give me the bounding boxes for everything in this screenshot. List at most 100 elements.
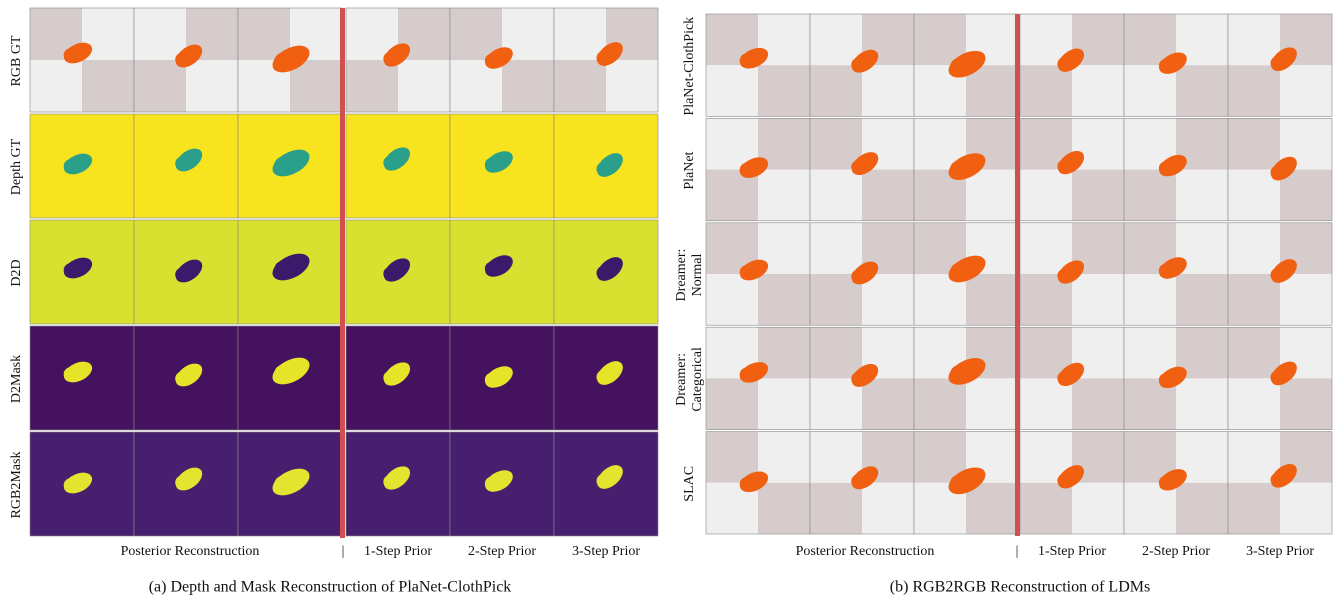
- image-cell: [450, 432, 554, 536]
- checker: [1176, 274, 1228, 325]
- image-cell: [810, 118, 914, 220]
- image-cell: [30, 114, 134, 218]
- image-cell: [134, 114, 238, 218]
- image-cell: [450, 326, 554, 430]
- image-cell: [238, 8, 342, 112]
- image-cell: [914, 118, 1018, 220]
- image-cell: [1228, 118, 1332, 220]
- checker: [1280, 274, 1332, 325]
- checker: [1280, 378, 1332, 429]
- column-label: 1-Step Prior: [364, 544, 432, 559]
- checker: [134, 60, 186, 112]
- checker: [706, 378, 758, 429]
- checker: [758, 170, 810, 221]
- checker: [862, 65, 914, 116]
- cloth: [597, 266, 612, 280]
- column-label: Posterior Reconstruction: [121, 544, 260, 559]
- checker: [1228, 14, 1280, 65]
- checker: [1020, 483, 1072, 534]
- image-cell: [346, 114, 450, 218]
- image-cell: [134, 326, 238, 430]
- image-cell: [554, 432, 658, 536]
- cloth: [1271, 473, 1286, 487]
- checker: [862, 170, 914, 221]
- checker: [758, 274, 810, 325]
- checker: [966, 483, 1018, 534]
- cloth: [1271, 268, 1286, 282]
- image-cell: [1020, 118, 1124, 220]
- checker: [1280, 65, 1332, 116]
- image-cell: [1124, 14, 1228, 116]
- checker: [862, 274, 914, 325]
- checker: [346, 60, 398, 112]
- image-cell: [914, 327, 1018, 429]
- checker: [1280, 170, 1332, 221]
- checker: [758, 378, 810, 429]
- checker: [1020, 170, 1072, 221]
- checker: [1176, 170, 1228, 221]
- image-cell: [346, 220, 450, 324]
- checker: [554, 8, 606, 60]
- image-cell: [810, 327, 914, 429]
- image-cell: [810, 14, 914, 116]
- checker: [1228, 483, 1280, 534]
- cloth: [1271, 56, 1286, 70]
- image-cell: [238, 432, 342, 536]
- image-cell: [238, 326, 342, 430]
- checker: [606, 60, 658, 112]
- checker: [1020, 65, 1072, 116]
- image-cell: [914, 14, 1018, 116]
- separator: [1015, 14, 1020, 536]
- cloth: [1271, 165, 1286, 179]
- image-cell: [238, 114, 342, 218]
- checker: [914, 378, 966, 429]
- image-cell: [30, 432, 134, 536]
- checker: [1072, 170, 1124, 221]
- row-label: RGB GT: [9, 35, 24, 86]
- cloth: [597, 162, 612, 176]
- image-cell: [1228, 327, 1332, 429]
- checker: [1228, 274, 1280, 325]
- image-cell: [1228, 223, 1332, 325]
- image-cell: [450, 220, 554, 324]
- image-cell: [346, 326, 450, 430]
- caption: (b) RGB2RGB Reconstruction of LDMs: [890, 579, 1150, 596]
- column-label: 3-Step Prior: [572, 544, 640, 559]
- image-cell: [1020, 432, 1124, 534]
- image-cell: [554, 220, 658, 324]
- caption: (a) Depth and Mask Reconstruction of Pla…: [149, 579, 512, 596]
- image-cell: [1124, 118, 1228, 220]
- checker: [966, 170, 1018, 221]
- checker: [82, 60, 134, 112]
- image-cell: [30, 220, 134, 324]
- checker: [810, 65, 862, 116]
- checker: [810, 170, 862, 221]
- image-cell: [30, 8, 134, 112]
- image-cell: [450, 114, 554, 218]
- checker: [810, 432, 862, 483]
- checker: [1020, 378, 1072, 429]
- row-label: PlaNet-ClothPick: [682, 17, 697, 116]
- image-cell: [554, 326, 658, 430]
- cloth: [597, 51, 612, 65]
- row-label: SLAC: [682, 466, 697, 502]
- checker: [810, 378, 862, 429]
- image-cell: [554, 8, 658, 112]
- checker: [706, 65, 758, 116]
- checker: [134, 8, 186, 60]
- checker: [398, 60, 450, 112]
- checker: [1280, 483, 1332, 534]
- image-cell: [914, 432, 1018, 534]
- image-cell: [914, 223, 1018, 325]
- image-cell: [238, 220, 342, 324]
- image-cell: [1020, 14, 1124, 116]
- checker: [1176, 483, 1228, 534]
- checker: [1176, 378, 1228, 429]
- image-cell: [30, 326, 134, 430]
- checker: [758, 65, 810, 116]
- row-label: Depth GT: [9, 138, 24, 195]
- image-cell: [706, 223, 810, 325]
- cloth: [597, 474, 612, 488]
- row-label: D2Mask: [9, 355, 24, 403]
- image-cell: [1124, 223, 1228, 325]
